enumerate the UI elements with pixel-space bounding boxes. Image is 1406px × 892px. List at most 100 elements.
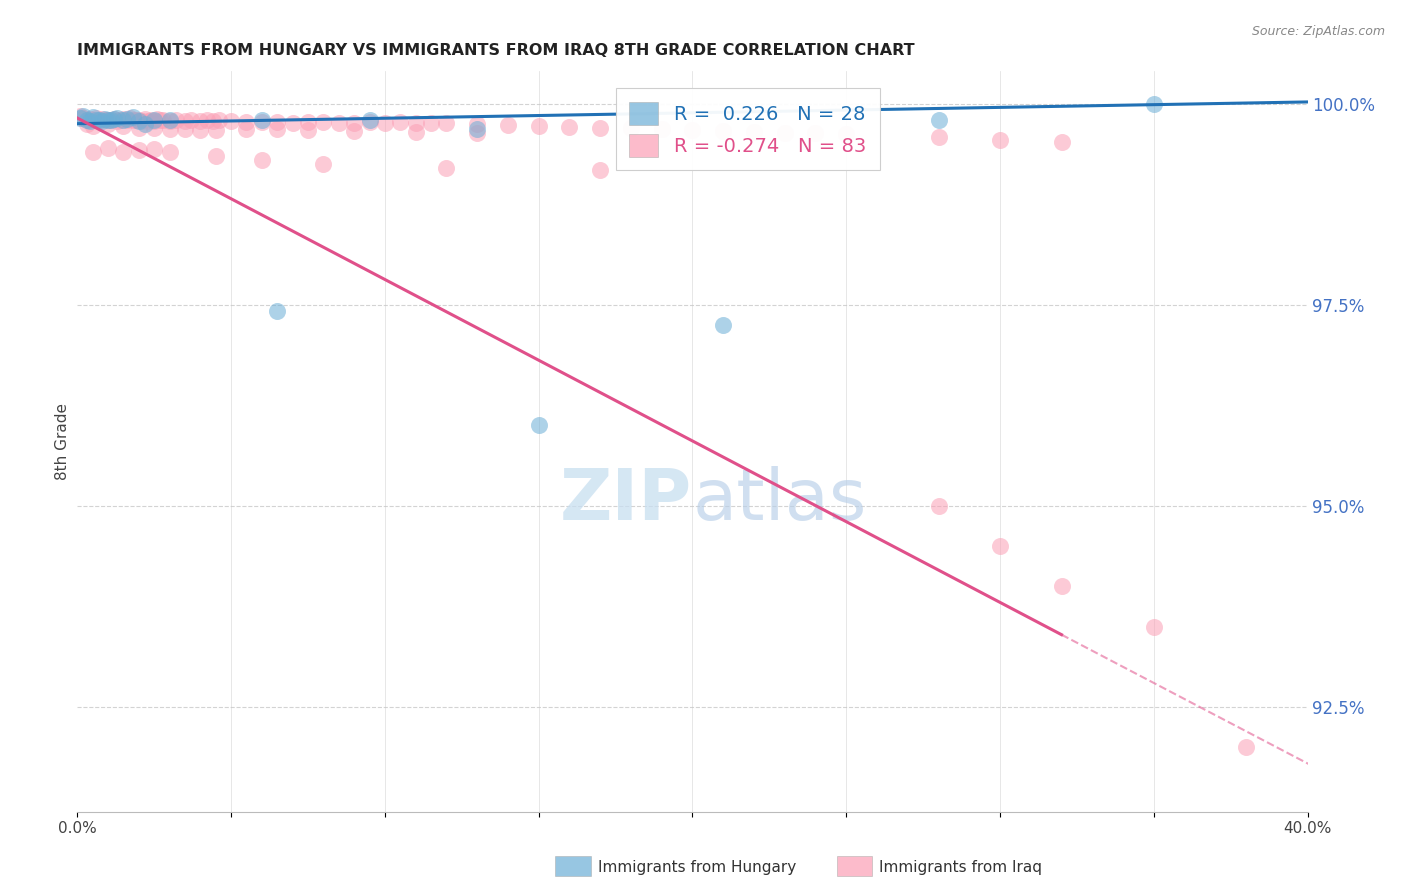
Point [136,114,159,128]
Point [165,113,187,128]
Point [97,141,120,155]
Point [266,115,288,129]
Point [420,116,443,130]
Point [266,304,288,318]
Point [110,113,132,128]
Point [174,122,197,136]
Point [146,112,169,126]
Point [201,114,224,128]
Point [711,124,734,138]
Point [112,112,135,126]
Point [118,111,141,125]
Text: atlas: atlas [693,467,868,535]
Point [208,113,231,128]
Point [281,116,304,130]
Point [988,133,1011,147]
Point [312,115,335,129]
Point [128,114,150,128]
Point [436,116,458,130]
Point [121,110,143,124]
Point [82,119,104,133]
Point [72,109,94,123]
Text: Source: ZipAtlas.com: Source: ZipAtlas.com [1251,25,1385,38]
Point [115,112,138,127]
Point [343,116,366,130]
Point [188,123,212,137]
Legend: R =  0.226   N = 28, R = -0.274   N = 83: R = 0.226 N = 28, R = -0.274 N = 83 [616,88,880,170]
Point [465,122,488,136]
Point [343,124,366,138]
Point [100,113,122,128]
Point [219,114,242,128]
Point [928,112,950,127]
Point [87,112,110,127]
Point [250,153,273,167]
Point [1143,96,1166,111]
Point [125,113,148,128]
Point [928,499,950,513]
Point [94,112,117,126]
Point [711,318,734,332]
Point [174,114,197,128]
Point [159,145,181,159]
Point [835,127,858,141]
Point [82,112,104,127]
Point [374,116,396,130]
Point [235,122,257,136]
Point [69,111,91,125]
Point [159,113,181,128]
Point [143,142,166,156]
Y-axis label: 8th Grade: 8th Grade [55,403,70,480]
Point [115,112,138,126]
Point [87,113,110,128]
Point [359,115,381,129]
Point [84,111,107,125]
Point [359,112,381,127]
Point [90,114,114,128]
Point [131,114,153,128]
Point [405,125,427,139]
Point [620,121,643,136]
Point [928,130,950,145]
Point [527,119,550,133]
Point [188,114,212,128]
Point [143,121,166,136]
Point [149,113,172,128]
Point [1143,620,1166,634]
Point [651,122,673,136]
Text: ZIP: ZIP [560,467,693,535]
Point [103,112,125,126]
Point [558,120,581,134]
Point [773,126,796,140]
Point [141,112,163,127]
Point [105,111,128,125]
Point [112,119,135,133]
Point [1050,135,1073,149]
Point [97,112,120,127]
Point [204,123,226,137]
Point [69,109,91,123]
Point [76,112,98,127]
Point [250,115,273,129]
Point [297,115,319,129]
Point [742,125,765,139]
Point [1234,740,1257,755]
Point [180,113,202,128]
Point [682,123,704,137]
Point [159,122,181,136]
Point [112,145,135,159]
Point [250,112,273,127]
Point [312,157,335,171]
Point [82,145,104,159]
Point [128,112,150,127]
Point [266,122,288,136]
Point [328,116,350,130]
Point [121,112,143,127]
Point [204,149,226,163]
Point [76,117,98,131]
Point [465,117,488,131]
Point [128,120,150,135]
Point [84,112,107,127]
Point [100,113,122,128]
Point [297,123,319,137]
